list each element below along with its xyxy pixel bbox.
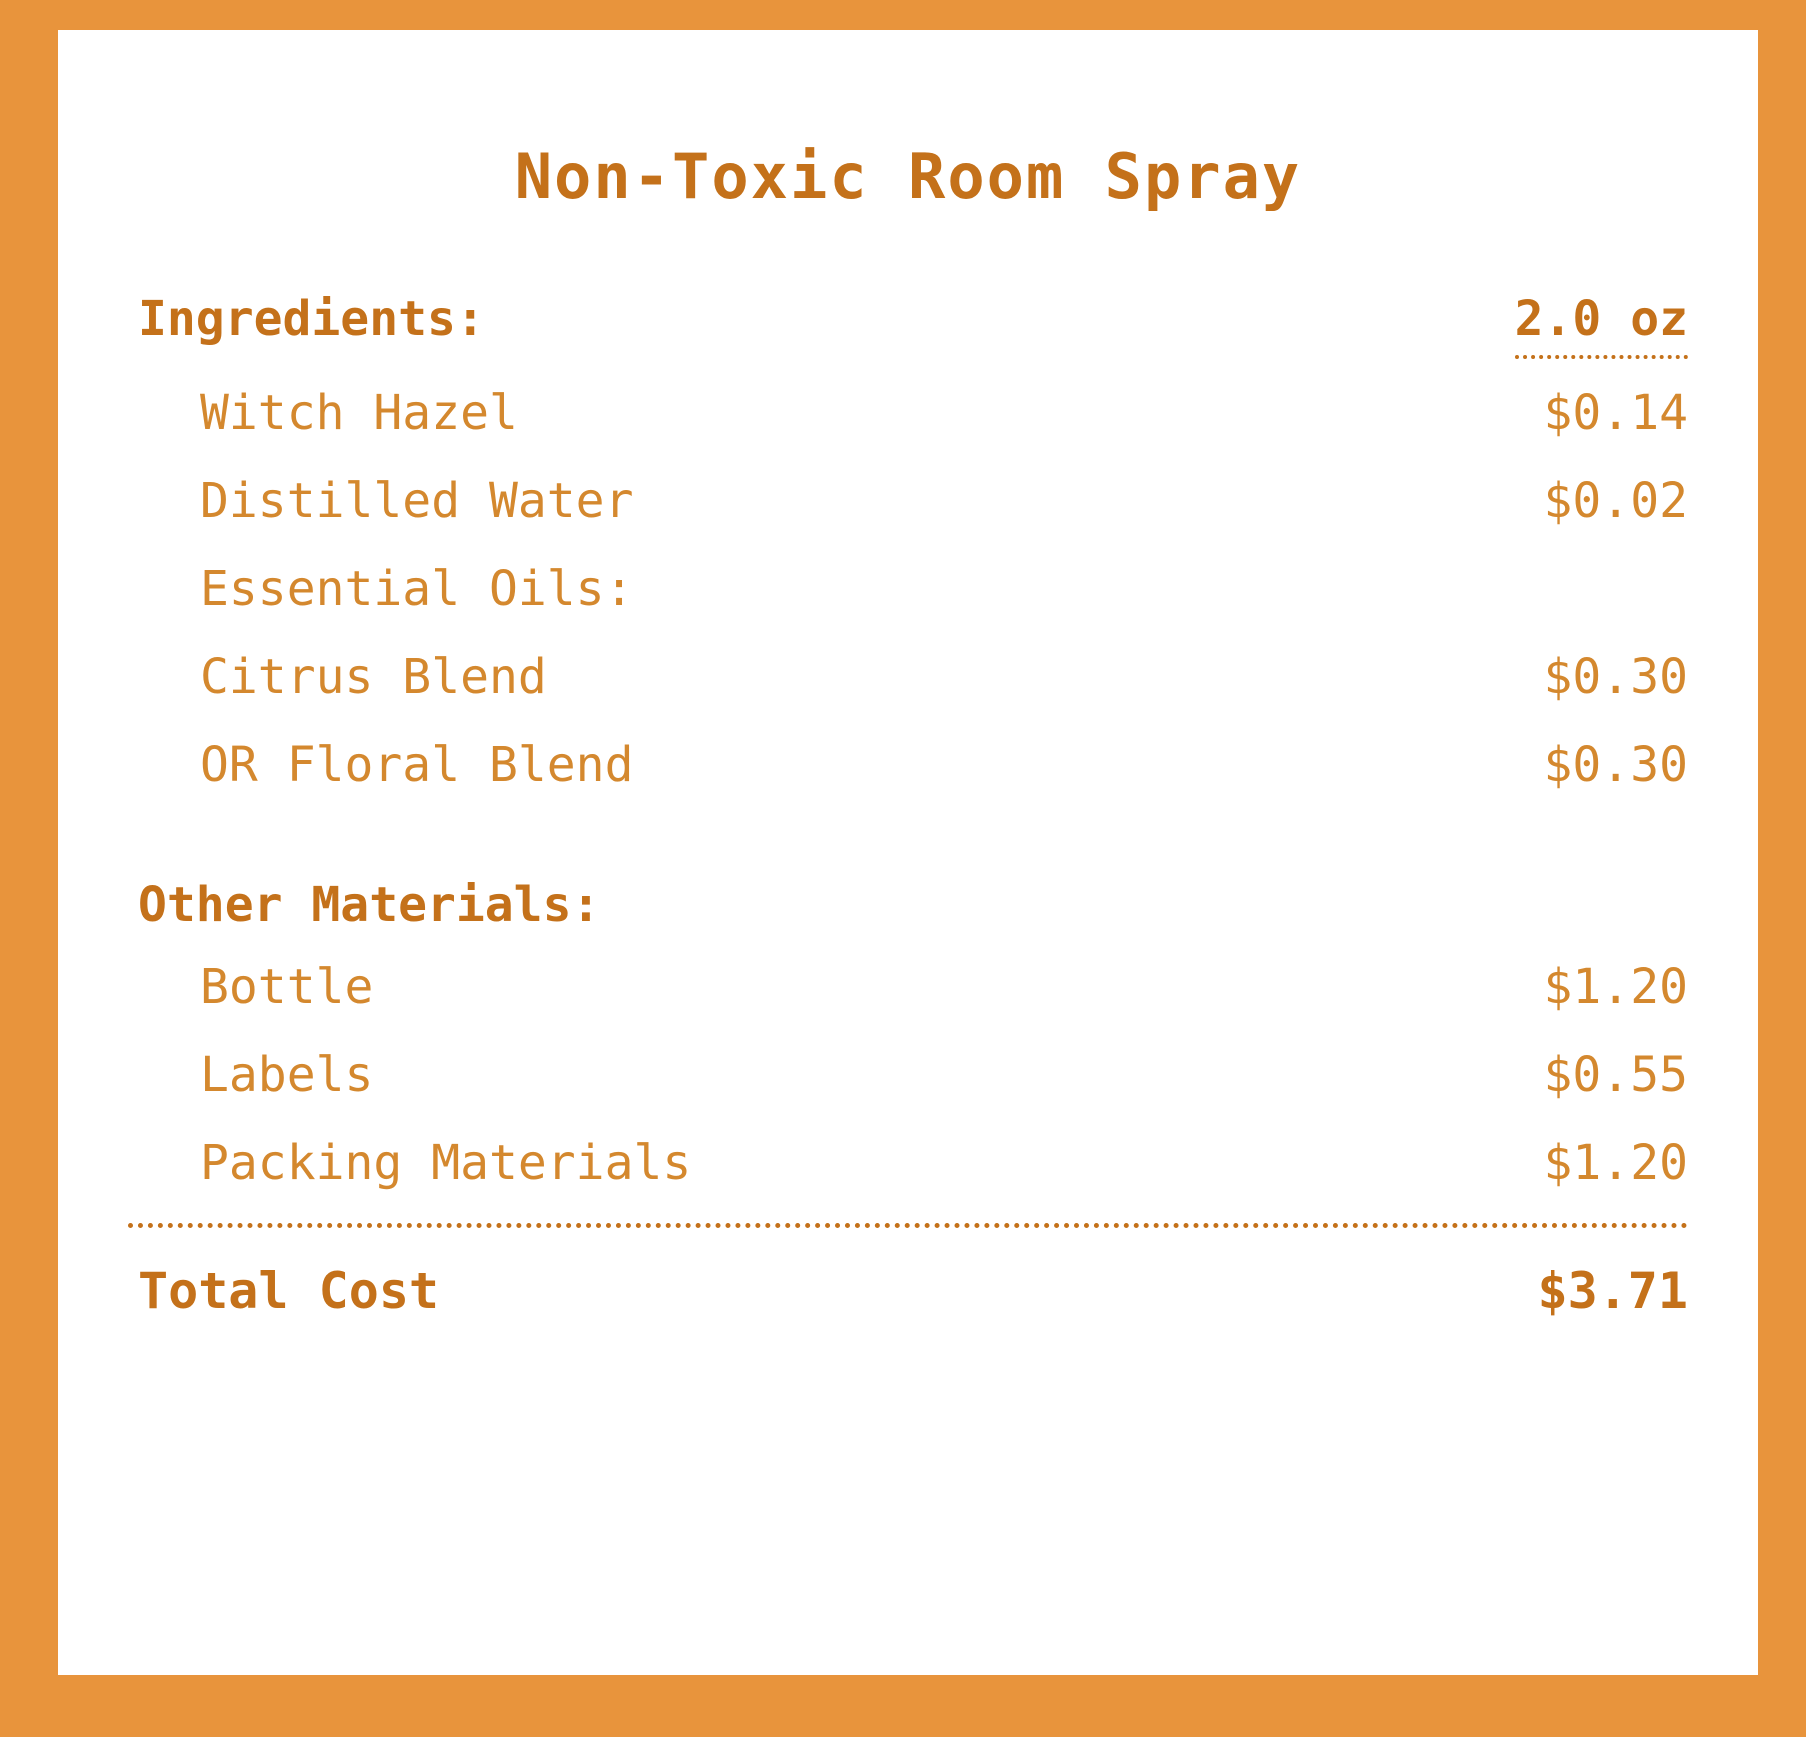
item-label: Citrus Blend bbox=[200, 649, 547, 705]
cost-breakdown: Ingredients: 2.0 oz Witch Hazel $0.14 Di… bbox=[128, 213, 1688, 1320]
item-value: $0.30 bbox=[1543, 649, 1689, 705]
section-header-other-materials-label: Other Materials: bbox=[138, 877, 601, 933]
item-label: Bottle bbox=[200, 959, 374, 1015]
list-item: Labels $0.55 bbox=[128, 1047, 1688, 1103]
list-item: Bottle $1.20 bbox=[128, 959, 1688, 1015]
total-divider bbox=[128, 1223, 1688, 1228]
recipe-cost-card: Non-Toxic Room Spray Ingredients: 2.0 oz… bbox=[58, 30, 1758, 1675]
item-label: OR Floral Blend bbox=[200, 737, 634, 793]
list-item: Witch Hazel $0.14 bbox=[128, 385, 1688, 441]
item-label: Labels bbox=[200, 1047, 374, 1103]
item-label: Witch Hazel bbox=[200, 385, 518, 441]
section-header-ingredients-label: Ingredients: bbox=[138, 291, 485, 347]
item-value: $1.20 bbox=[1543, 1135, 1689, 1191]
section-header-other-materials: Other Materials: bbox=[128, 877, 1688, 933]
item-value: $1.20 bbox=[1543, 959, 1689, 1015]
list-item: Packing Materials $1.20 bbox=[128, 1135, 1688, 1191]
item-label: Packing Materials bbox=[200, 1135, 692, 1191]
total-label: Total Cost bbox=[138, 1262, 440, 1320]
list-item: OR Floral Blend $0.30 bbox=[128, 737, 1688, 793]
section-header-ingredients: Ingredients: 2.0 oz bbox=[128, 291, 1688, 359]
item-value: $0.02 bbox=[1543, 473, 1689, 529]
section-header-ingredients-value: 2.0 oz bbox=[1514, 291, 1688, 359]
item-label: Essential Oils: bbox=[200, 561, 634, 617]
page-title: Non-Toxic Room Spray bbox=[514, 140, 1302, 213]
list-item: Essential Oils: bbox=[128, 561, 1688, 617]
item-label: Distilled Water bbox=[200, 473, 634, 529]
item-value: $0.14 bbox=[1543, 385, 1689, 441]
total-value: $3.71 bbox=[1537, 1262, 1688, 1320]
list-item: Distilled Water $0.02 bbox=[128, 473, 1688, 529]
total-row: Total Cost $3.71 bbox=[128, 1262, 1688, 1320]
section-spacer bbox=[128, 825, 1688, 877]
item-value: $0.55 bbox=[1543, 1047, 1689, 1103]
item-value: $0.30 bbox=[1543, 737, 1689, 793]
list-item: Citrus Blend $0.30 bbox=[128, 649, 1688, 705]
